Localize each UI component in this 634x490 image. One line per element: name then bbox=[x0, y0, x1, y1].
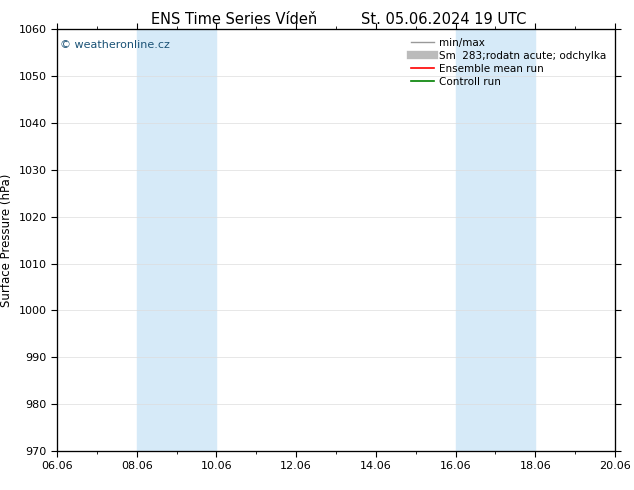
Bar bbox=[456, 29, 535, 451]
Text: ENS Time Series Vídeň: ENS Time Series Vídeň bbox=[152, 12, 318, 27]
Text: St. 05.06.2024 19 UTC: St. 05.06.2024 19 UTC bbox=[361, 12, 526, 27]
Y-axis label: Surface Pressure (hPa): Surface Pressure (hPa) bbox=[0, 173, 13, 307]
Bar bbox=[137, 29, 216, 451]
Legend: min/max, Sm  283;rodatn acute; odchylka, Ensemble mean run, Controll run: min/max, Sm 283;rodatn acute; odchylka, … bbox=[408, 35, 610, 90]
Text: © weatheronline.cz: © weatheronline.cz bbox=[60, 40, 170, 50]
